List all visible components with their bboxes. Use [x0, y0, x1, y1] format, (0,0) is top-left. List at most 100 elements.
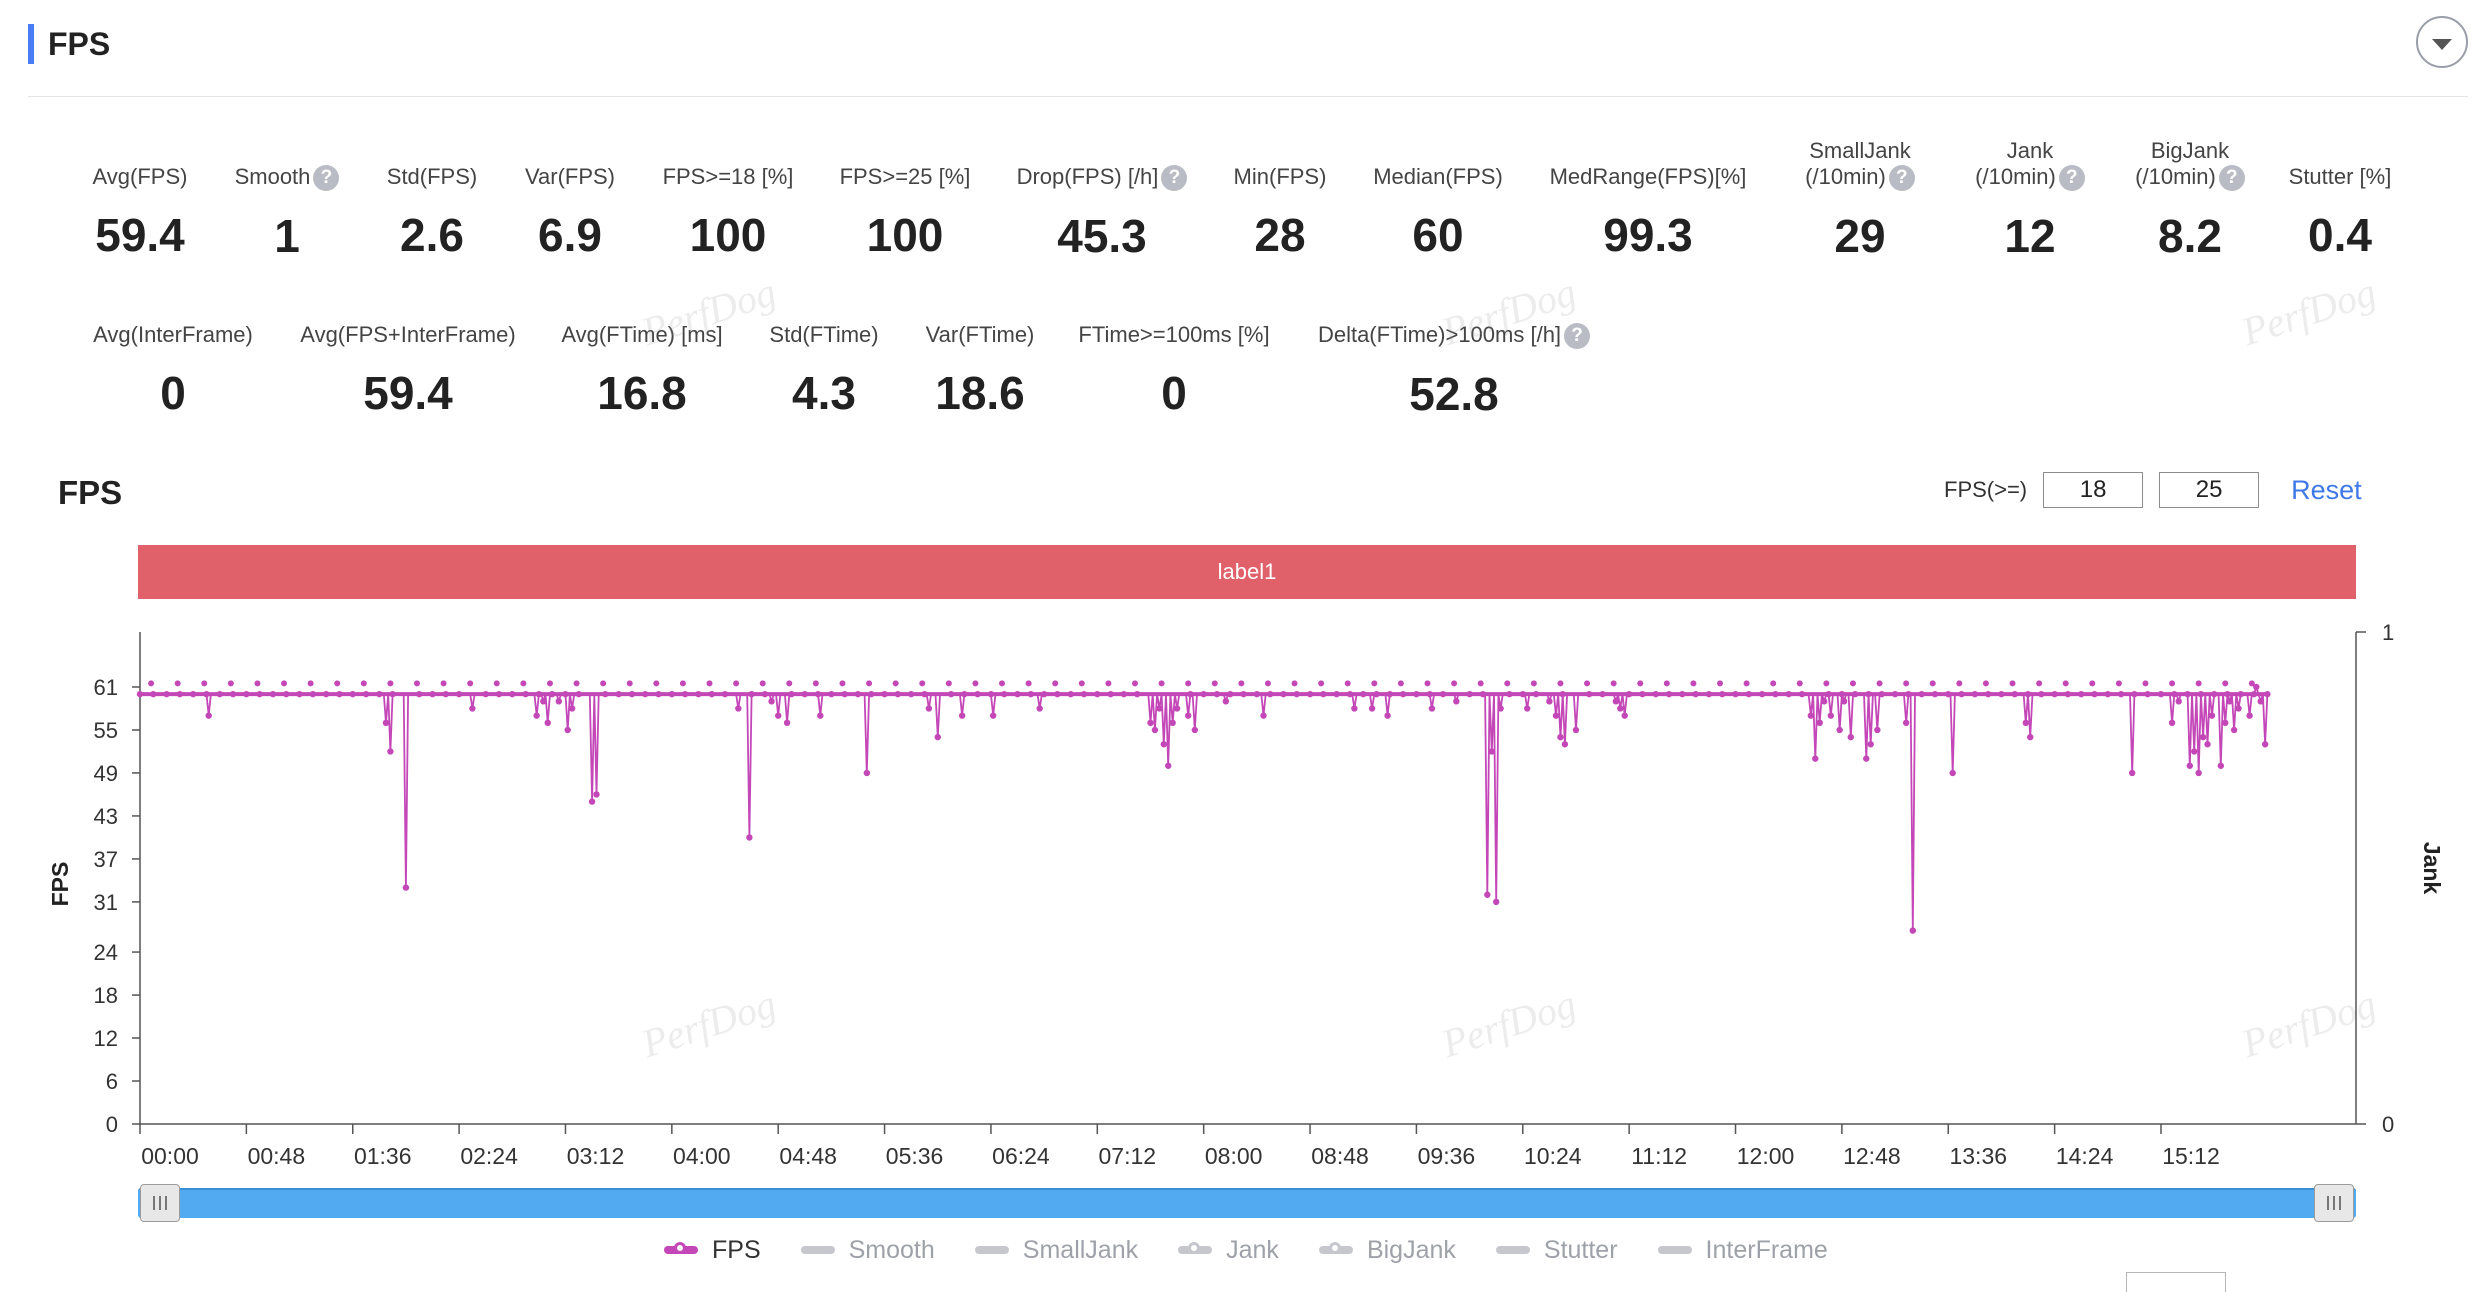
fps-data-point [615, 690, 622, 698]
fps-data-point [283, 690, 290, 698]
fps-data-point [1497, 705, 1504, 712]
fps-threshold-1-input[interactable] [2043, 472, 2144, 508]
fps-data-point [2195, 680, 2202, 687]
y2-axis-title: Jank [2419, 842, 2445, 895]
legend-item-stutter[interactable]: Stutter [1495, 1236, 1618, 1265]
metric-label: Avg(FPS+InterFrame) [258, 322, 558, 348]
fps-data-point [2264, 690, 2271, 698]
metric-metrics_row1-8: Median(FPS) 60 [1288, 164, 1588, 262]
fps-data-point [1637, 680, 1644, 687]
corner-box [2126, 1272, 2226, 1292]
fps-data-point [626, 680, 633, 687]
section-header: FPS [28, 22, 110, 66]
fps-data-point [2175, 698, 2182, 705]
y-tick-label: 18 [94, 983, 118, 1008]
fps-data-point [1557, 680, 1564, 687]
fps-data-point [1211, 680, 1218, 687]
fps-data-point [1823, 680, 1830, 687]
y-tick-label: 61 [94, 675, 118, 700]
fps-data-point [548, 690, 556, 698]
fps-data-point [958, 712, 966, 719]
legend-swatch-icon [800, 1246, 835, 1254]
help-icon[interactable]: ? [1888, 165, 1915, 192]
metric-label: Min(FPS) [1130, 164, 1430, 190]
fps-data-point [2128, 769, 2136, 777]
metric-metrics_row1-12: BigJank (/10min)? 8.2 [2040, 138, 2340, 263]
fps-threshold-2-input[interactable] [2159, 472, 2260, 508]
fps-data-point [2222, 680, 2229, 687]
fps-data-point [759, 680, 766, 687]
legend-item-fps[interactable]: FPS [664, 1236, 761, 1265]
legend-item-smooth[interactable]: Smooth [800, 1236, 935, 1265]
x-tick-label: 13:36 [1949, 1143, 2007, 1169]
legend-item-smalljank[interactable]: SmallJank [974, 1236, 1138, 1265]
fps-data-point [2051, 690, 2058, 698]
fps-data-point [1120, 690, 1128, 698]
legend-item-bigjank[interactable]: BigJank [1318, 1235, 1456, 1265]
help-icon[interactable]: ? [313, 165, 340, 192]
fps-data-point [1200, 690, 1207, 698]
help-icon[interactable]: ? [2218, 165, 2245, 192]
metric-metrics_row2-2: Avg(FTime) [ms] 16.8 [492, 322, 792, 420]
legend-label: BigJank [1366, 1235, 1456, 1264]
fps-data-point [2204, 741, 2211, 748]
fps-data-point [1796, 680, 1803, 687]
fps-data-point [254, 680, 261, 687]
legend-marker-icon [674, 1242, 686, 1254]
fps-data-point [681, 690, 689, 698]
fps-data-point [203, 690, 210, 698]
range-slider-right-handle[interactable] [2314, 1184, 2354, 1222]
range-slider-left-handle[interactable] [140, 1184, 180, 1222]
legend-marker-icon [1188, 1242, 1201, 1254]
help-icon[interactable]: ? [2058, 165, 2085, 192]
x-tick-label: 00:00 [141, 1143, 199, 1169]
metric-label-text: Avg(FPS+InterFrame) [300, 322, 516, 347]
chevron-down-icon [2432, 38, 2452, 50]
fps-data-point [163, 690, 170, 698]
x-tick-label: 00:48 [248, 1143, 306, 1169]
collapse-button[interactable] [2416, 16, 2468, 68]
fps-data-point [387, 680, 394, 687]
help-icon[interactable]: ? [1161, 165, 1188, 192]
label-band[interactable]: label1 [138, 545, 2356, 599]
fps-data-point [1621, 712, 1628, 719]
fps-data-point [1878, 690, 1885, 698]
fps-data-point [1413, 690, 1420, 698]
fps-data-point [1492, 898, 1500, 906]
fps-data-point [1652, 690, 1659, 698]
legend-item-jank[interactable]: Jank [1178, 1236, 1279, 1265]
fps-data-point [841, 690, 848, 698]
range-slider-track[interactable] [138, 1188, 2356, 1218]
fps-data-point [894, 690, 902, 698]
reset-link[interactable]: Reset [2291, 474, 2362, 505]
metric-value: 12 [2004, 210, 2056, 263]
metric-label-text: FPS>=18 [%] [662, 164, 794, 189]
metric-metrics_row1-10: SmallJank (/10min)? 29 [1710, 138, 2010, 263]
help-icon[interactable]: ? [1564, 323, 1591, 350]
fps-data-point [761, 690, 769, 698]
metric-metrics_row1-2: Std(FPS) 2.6 [282, 164, 582, 262]
fps-data-point [1320, 690, 1327, 698]
fps-data-point [1867, 741, 1874, 748]
x-tick-label: 10:24 [1524, 1143, 1582, 1169]
fps-data-point [1147, 719, 1154, 727]
fps-data-point [568, 705, 576, 712]
fps-threshold-label: FPS(>=) [1944, 477, 2028, 502]
metric-metrics_row1-9: MedRange(FPS)[%] 99.3 [1498, 164, 1798, 262]
fps-data-point [414, 680, 420, 687]
fps-data-point [2171, 690, 2178, 698]
fps-chart[interactable]: 0 6 12 18 24 31 37 43 49 55 61 0 1 FPS Jank 00:00 00:48 0… [0, 620, 2488, 1180]
legend-item-interframe[interactable]: InterFrame [1657, 1236, 1828, 1265]
fps-data-point [334, 680, 341, 687]
metric-label-text: Median(FPS) [1373, 164, 1503, 189]
fps-data-point [227, 680, 234, 687]
fps-data-point [1107, 690, 1114, 698]
fps-data-point [1156, 705, 1163, 712]
fps-data-point [349, 690, 356, 698]
metric-label: BigJank (/10min)? [2040, 138, 2340, 192]
metric-label-text: Drop(FPS) [/h] [1016, 164, 1159, 189]
fps-data-point [2168, 719, 2176, 727]
metric-value: 8.2 [2158, 210, 2222, 263]
fps-data-point [706, 680, 713, 687]
fps-data-point [1466, 690, 1473, 698]
